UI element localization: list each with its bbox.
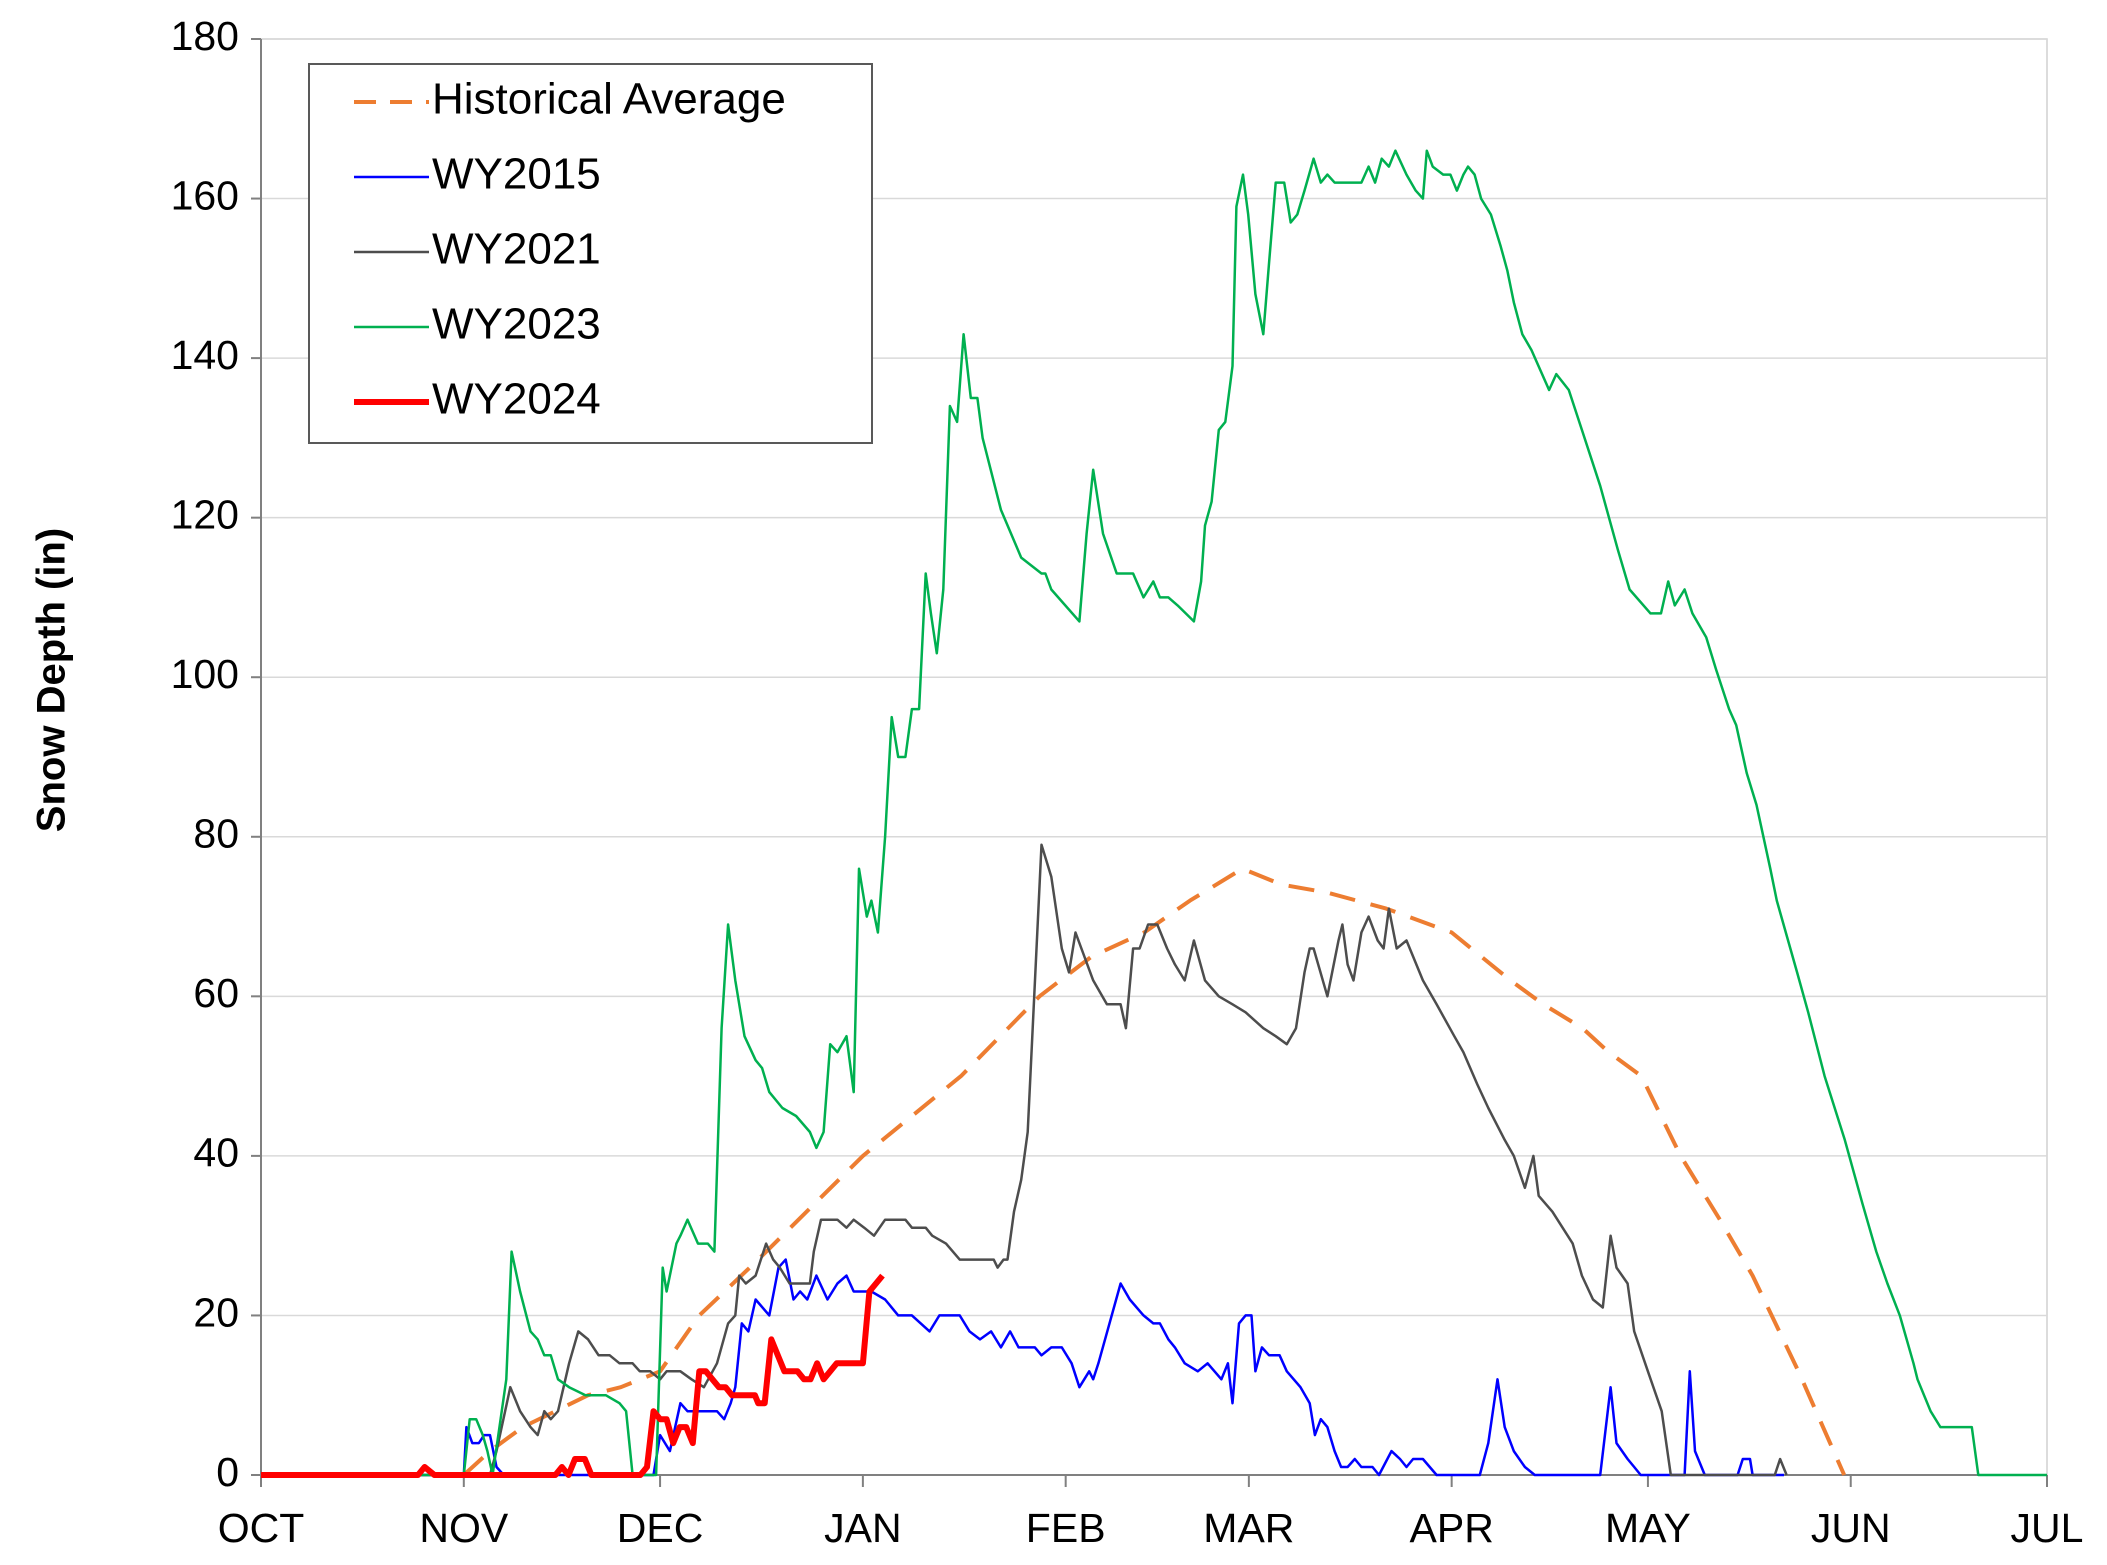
x-tick-label: JUN (1811, 1505, 1891, 1551)
x-tick-label: APR (1410, 1505, 1494, 1551)
y-tick-label: 80 (193, 811, 239, 857)
y-tick-label: 100 (171, 651, 239, 697)
series-line (261, 1258, 1784, 1477)
y-tick-label: 140 (171, 332, 239, 378)
x-tick-label: JUL (2011, 1505, 2084, 1551)
x-tick-label: MAR (1203, 1505, 1294, 1551)
legend-label: WY2024 (432, 375, 601, 424)
series-line (261, 149, 2047, 1477)
y-tick-label: 180 (171, 13, 239, 59)
legend-box (308, 63, 873, 444)
legend: Historical Average WY2015 WY2021 WY2023 WY20… (308, 63, 873, 444)
y-tick-label: 40 (193, 1130, 239, 1176)
legend-label: WY2021 (432, 225, 601, 274)
legend-label: Historical Average (432, 75, 786, 124)
x-tick-label: DEC (617, 1505, 704, 1551)
series-line (462, 866, 1847, 1477)
x-tick-label: FEB (1026, 1505, 1106, 1551)
x-tick-label: JAN (824, 1505, 901, 1551)
x-tick-label: MAY (1605, 1505, 1691, 1551)
x-tick-label: OCT (218, 1505, 305, 1551)
y-tick-label: 120 (171, 491, 239, 537)
legend-label: WY2023 (432, 300, 601, 349)
legend-label: WY2015 (432, 150, 601, 199)
series-line (261, 1273, 885, 1478)
y-axis-label: Snow Depth (in) (30, 528, 74, 832)
y-tick-label: 160 (171, 172, 239, 218)
y-tick-label: 60 (193, 970, 239, 1016)
y-tick-label: 0 (216, 1449, 239, 1495)
series-line (261, 843, 1788, 1477)
x-tick-label: NOV (419, 1505, 509, 1551)
y-tick-label: 20 (193, 1289, 239, 1335)
